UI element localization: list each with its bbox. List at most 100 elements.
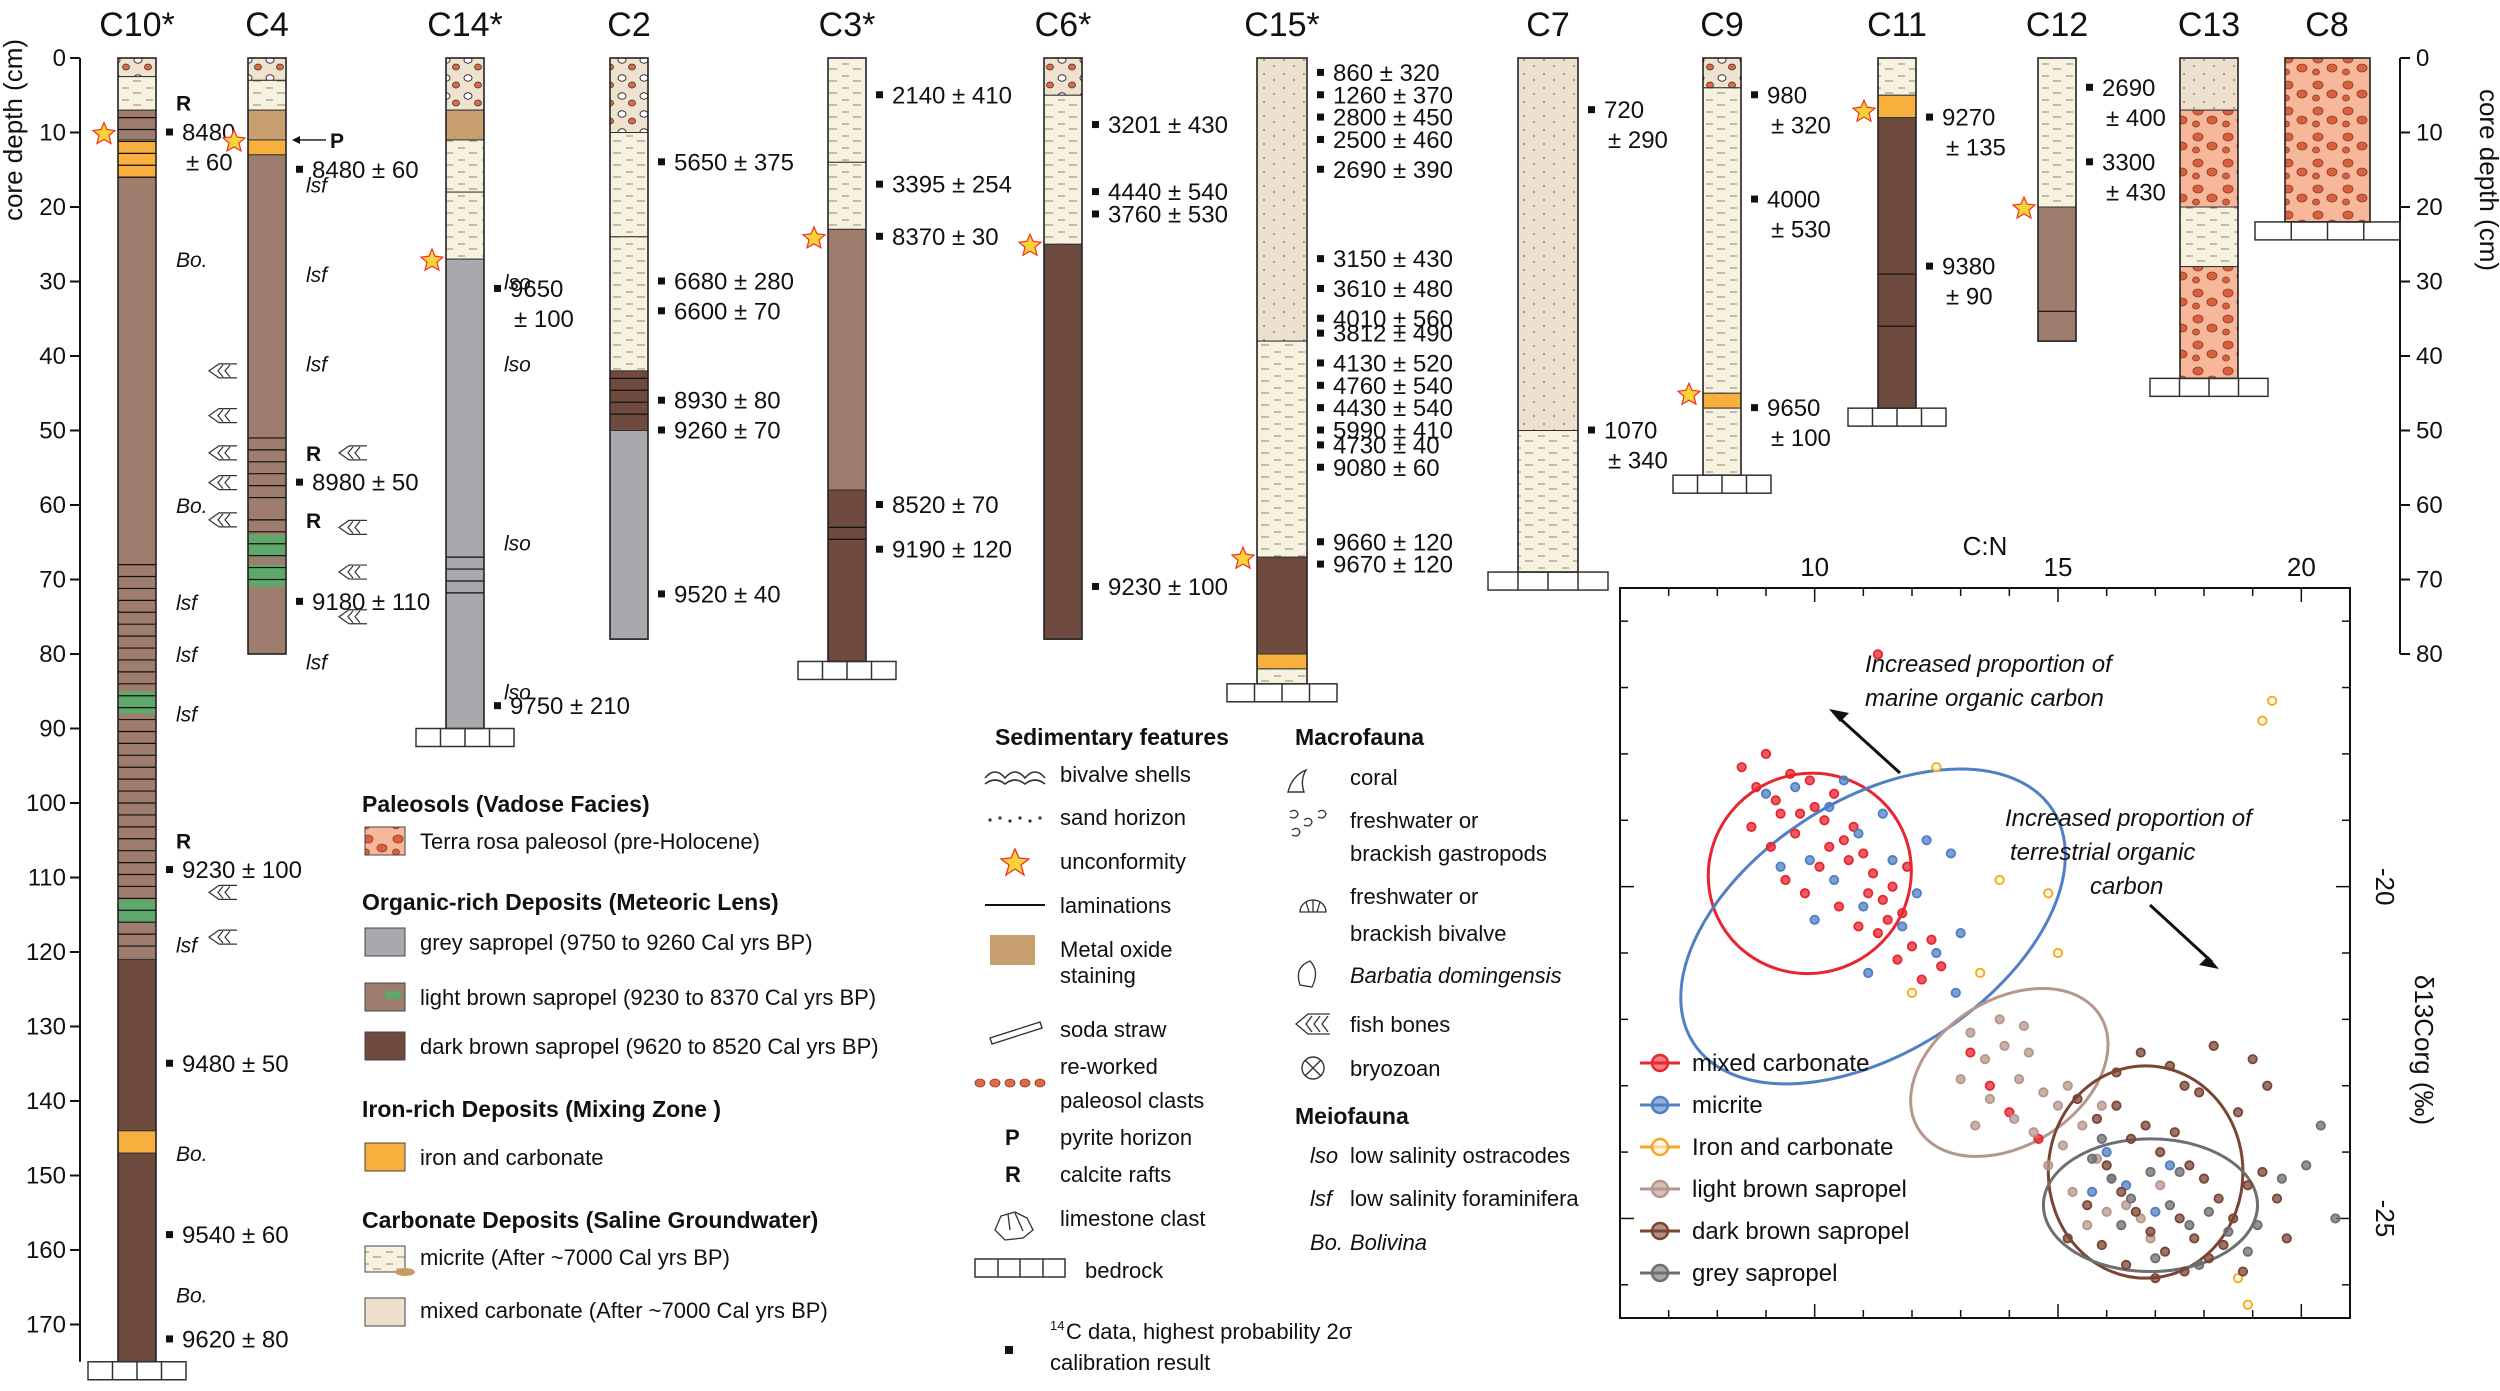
c14-date-label: 9190 ± 120 xyxy=(892,537,1012,564)
c14-marker xyxy=(1926,262,1933,270)
c14-marker xyxy=(1588,426,1595,434)
meiofauna-mark: Bo. xyxy=(176,495,208,518)
c14-marker xyxy=(2086,158,2093,166)
point-ltb xyxy=(1965,1027,1976,1038)
core-segment xyxy=(1877,94,1917,119)
core-title: C10* xyxy=(99,6,175,44)
point-iron xyxy=(2232,1273,2244,1284)
legend-oxide-2: staining xyxy=(1060,963,1136,988)
pyrite-symbol: P xyxy=(1005,1125,1020,1150)
bedrock-icon xyxy=(415,727,515,748)
meiofauna-mark: R xyxy=(176,93,191,116)
core-segment xyxy=(1043,57,1083,96)
c14-marker xyxy=(1317,135,1324,143)
unconformity-star-icon xyxy=(1676,381,1702,406)
point-ltb xyxy=(2067,1186,2078,1198)
core-c12: C12 2690 ± 400 3300 ± 430 xyxy=(2011,6,2166,342)
point-ltb xyxy=(2077,1120,2088,1131)
point-grey xyxy=(2330,1213,2341,1224)
legend-marker-micrite xyxy=(1650,1095,1670,1115)
point-ltb xyxy=(1955,1073,1966,1085)
right-axis-tick-label: 50 xyxy=(2416,418,2443,445)
legend-marker-grey xyxy=(1650,1263,1670,1283)
c14-marker xyxy=(1092,121,1099,129)
c14-marker xyxy=(658,277,665,285)
terrestrial-annotation-1: Increased proportion of xyxy=(2005,805,2254,832)
core-segment xyxy=(247,139,287,156)
point-ltb xyxy=(2057,1140,2068,1151)
point-mixed xyxy=(1765,841,1776,852)
legend-label-micrite: micrite xyxy=(1692,1092,1763,1119)
point-ltb xyxy=(2052,1100,2064,1111)
gastropod-icon xyxy=(1289,809,1327,837)
point-micrite xyxy=(1858,901,1869,912)
legend-reworked-1: re-worked xyxy=(1060,1054,1158,1079)
left-axis-tick-label: 150 xyxy=(26,1163,66,1190)
bedrock-icon xyxy=(2254,221,2401,241)
point-mixed xyxy=(1897,908,1908,919)
c14-marker xyxy=(1317,284,1324,292)
point-grey xyxy=(2174,1166,2185,1178)
c14-date-label: 6680 ± 280 xyxy=(674,269,794,296)
point-dkb xyxy=(2257,1166,2268,1178)
point-dkb xyxy=(2150,1273,2161,1284)
point-ltb xyxy=(2121,1200,2132,1211)
c14-date-label: 5650 ± 375 xyxy=(674,149,794,176)
c14-date-label: 2800 ± 450 xyxy=(1333,105,1453,132)
legend-bivalve-1: freshwater or xyxy=(1350,884,1478,909)
c14-marker xyxy=(1317,165,1324,173)
core-segment xyxy=(1702,407,1742,476)
point-dkb xyxy=(2169,1127,2180,1138)
point-micrite xyxy=(1829,874,1840,886)
bedrock-icon xyxy=(1847,407,1947,427)
c14-marker xyxy=(494,284,501,292)
point-dkb xyxy=(2203,1253,2214,1264)
core-segment xyxy=(1043,243,1083,640)
c14-marker xyxy=(1317,560,1324,568)
c14-date-label: 2500 ± 460 xyxy=(1333,127,1453,154)
legend-meiofauna-title: Meiofauna xyxy=(1295,1103,1409,1129)
bedrock-icon xyxy=(1487,571,1609,591)
right-axis-tick-label: 60 xyxy=(2416,492,2443,519)
c14-date-label: 9260 ± 70 xyxy=(674,418,781,445)
c14-date-label: 4440 ± 540 xyxy=(1108,179,1228,206)
point-dkb xyxy=(2111,1100,2122,1111)
core-title: C6* xyxy=(1035,6,1092,44)
c14-marker xyxy=(1092,582,1099,590)
core-segment xyxy=(117,1152,157,1363)
left-axis-tick-label: 170 xyxy=(26,1312,66,1339)
left-axis-tick-label: 20 xyxy=(39,194,66,221)
scatter-frame xyxy=(1619,587,2351,1319)
core-segment xyxy=(2179,57,2239,111)
left-axis-tick-label: 110 xyxy=(28,865,66,892)
point-iron xyxy=(2043,888,2054,899)
meiofauna-mark: R xyxy=(306,443,321,466)
point-dkb xyxy=(2121,1259,2132,1271)
unconformity-star-icon xyxy=(1851,98,1877,123)
core-title: C13 xyxy=(2178,6,2240,44)
left-axis-tick-label: 120 xyxy=(26,939,66,966)
core-segment xyxy=(1256,57,1308,342)
core-segment xyxy=(247,57,287,81)
point-micrite xyxy=(1921,835,1932,846)
point-grey xyxy=(2164,1200,2176,1211)
legend-label-grey: grey sapropel xyxy=(1692,1260,1837,1287)
c14-marker xyxy=(166,1231,173,1239)
pyrite-mark: P xyxy=(330,130,344,153)
point-grey xyxy=(2276,1173,2287,1184)
legend-organic-title: Organic-rich Deposits (Meteoric Lens) xyxy=(362,889,779,915)
point-dkb xyxy=(2228,1213,2239,1224)
meiofauna-mark: lso xyxy=(504,681,531,704)
c14-date-label: 4760 ± 540 xyxy=(1333,373,1453,400)
core-segment xyxy=(2179,266,2239,379)
paleosol-clasts-icon xyxy=(974,1078,1046,1088)
meiofauna-mark: lsf xyxy=(176,704,199,727)
legend-label-ltb: light brown sapropel xyxy=(1692,1176,1907,1203)
legend-gastropod-1: freshwater or xyxy=(1350,808,1478,833)
point-mixed xyxy=(1853,921,1864,932)
c14-date-label: 9380 xyxy=(1942,254,1995,281)
legend-iron-label: iron and carbonate xyxy=(420,1145,603,1170)
c14-marker xyxy=(1317,404,1324,412)
core-segment xyxy=(247,79,287,111)
